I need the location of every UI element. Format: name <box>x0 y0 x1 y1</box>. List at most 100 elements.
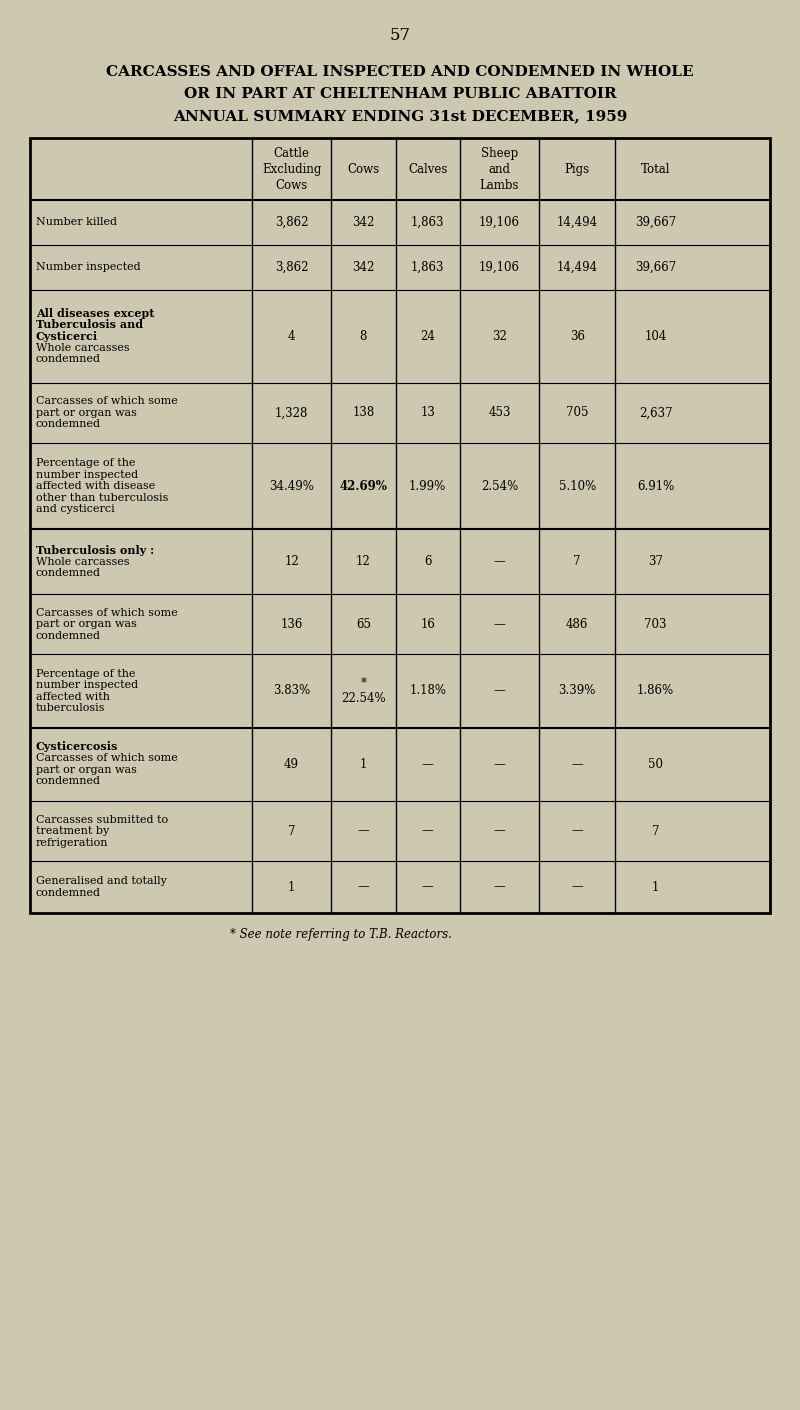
Text: 50: 50 <box>648 757 663 771</box>
Text: —: — <box>494 556 506 568</box>
Text: 16: 16 <box>420 618 435 630</box>
Text: condemned: condemned <box>36 888 101 898</box>
Text: 19,106: 19,106 <box>479 261 520 274</box>
Text: 32: 32 <box>492 330 507 343</box>
Text: tuberculosis: tuberculosis <box>36 704 106 713</box>
Text: 453: 453 <box>488 406 510 420</box>
Text: 6: 6 <box>424 556 431 568</box>
Text: Cysticerci: Cysticerci <box>36 331 98 341</box>
Text: 1.18%: 1.18% <box>410 684 446 698</box>
Text: Whole carcasses: Whole carcasses <box>36 343 130 352</box>
Text: Carcasses of which some: Carcasses of which some <box>36 396 178 406</box>
Text: 2.54%: 2.54% <box>481 479 518 492</box>
Text: 4: 4 <box>288 330 295 343</box>
Text: 7: 7 <box>574 556 581 568</box>
Text: 705: 705 <box>566 406 589 420</box>
Text: affected with disease: affected with disease <box>36 481 155 491</box>
Text: —: — <box>571 757 583 771</box>
Text: 1.86%: 1.86% <box>637 684 674 698</box>
Text: 7: 7 <box>288 825 295 838</box>
Text: 6.91%: 6.91% <box>637 479 674 492</box>
Text: 65: 65 <box>356 618 371 630</box>
Text: treatment by: treatment by <box>36 826 110 836</box>
Text: condemned: condemned <box>36 420 101 430</box>
Text: 1: 1 <box>360 757 367 771</box>
Text: Carcasses submitted to: Carcasses submitted to <box>36 815 168 825</box>
Text: number inspected: number inspected <box>36 680 138 691</box>
Text: 3.39%: 3.39% <box>558 684 596 698</box>
Text: OR IN PART AT CHELTENHAM PUBLIC ABATTOIR: OR IN PART AT CHELTENHAM PUBLIC ABATTOIR <box>184 87 616 102</box>
Text: Carcasses of which some: Carcasses of which some <box>36 608 178 618</box>
Text: 12: 12 <box>284 556 299 568</box>
Text: 1,328: 1,328 <box>275 406 308 420</box>
Text: Number inspected: Number inspected <box>36 262 141 272</box>
Text: 342: 342 <box>352 216 374 228</box>
Text: 136: 136 <box>281 618 302 630</box>
Bar <box>30 138 770 912</box>
Text: 8: 8 <box>360 330 367 343</box>
Text: Carcasses of which some: Carcasses of which some <box>36 753 178 763</box>
Text: Tuberculosis and: Tuberculosis and <box>36 319 143 330</box>
Text: 34.49%: 34.49% <box>269 479 314 492</box>
Text: affected with: affected with <box>36 692 110 702</box>
Text: condemned: condemned <box>36 354 101 364</box>
Text: Percentage of the: Percentage of the <box>36 668 135 678</box>
Text: 49: 49 <box>284 757 299 771</box>
Text: 13: 13 <box>420 406 435 420</box>
Text: 39,667: 39,667 <box>635 261 676 274</box>
Text: and cysticerci: and cysticerci <box>36 505 114 515</box>
Text: —: — <box>571 825 583 838</box>
Text: Sheep
and
Lambs: Sheep and Lambs <box>480 147 519 192</box>
Text: 1,863: 1,863 <box>411 261 445 274</box>
Text: condemned: condemned <box>36 568 101 578</box>
Text: part or organ was: part or organ was <box>36 766 137 776</box>
Text: 486: 486 <box>566 618 589 630</box>
Text: CARCASSES AND OFFAL INSPECTED AND CONDEMNED IN WHOLE: CARCASSES AND OFFAL INSPECTED AND CONDEM… <box>106 65 694 79</box>
Text: 104: 104 <box>645 330 667 343</box>
Text: 36: 36 <box>570 330 585 343</box>
Text: *
22.54%: * 22.54% <box>341 677 386 705</box>
Text: 39,667: 39,667 <box>635 216 676 228</box>
Text: Cysticercosis: Cysticercosis <box>36 742 118 753</box>
Text: 1,863: 1,863 <box>411 216 445 228</box>
Text: 703: 703 <box>645 618 667 630</box>
Text: —: — <box>358 825 370 838</box>
Text: 14,494: 14,494 <box>557 261 598 274</box>
Text: —: — <box>358 881 370 894</box>
Text: Generalised and totally: Generalised and totally <box>36 877 167 887</box>
Text: condemned: condemned <box>36 777 101 787</box>
Text: 19,106: 19,106 <box>479 216 520 228</box>
Text: 42.69%: 42.69% <box>339 479 387 492</box>
Text: part or organ was: part or organ was <box>36 407 137 417</box>
Text: condemned: condemned <box>36 630 101 640</box>
Text: 138: 138 <box>352 406 374 420</box>
Text: 3,862: 3,862 <box>275 261 308 274</box>
Text: —: — <box>422 757 434 771</box>
Text: 3.83%: 3.83% <box>273 684 310 698</box>
Text: —: — <box>494 618 506 630</box>
Text: All diseases except: All diseases except <box>36 307 154 319</box>
Text: Cows: Cows <box>347 162 379 175</box>
Text: refrigeration: refrigeration <box>36 838 109 847</box>
Text: Cattle
Excluding
Cows: Cattle Excluding Cows <box>262 147 322 192</box>
Text: —: — <box>571 881 583 894</box>
Text: —: — <box>494 825 506 838</box>
Text: —: — <box>494 684 506 698</box>
Text: —: — <box>422 825 434 838</box>
Text: * See note referring to T.B. Reactors.: * See note referring to T.B. Reactors. <box>230 928 452 942</box>
Text: 37: 37 <box>648 556 663 568</box>
Text: number inspected: number inspected <box>36 470 138 479</box>
Text: 342: 342 <box>352 261 374 274</box>
Text: Calves: Calves <box>408 162 447 175</box>
Text: ANNUAL SUMMARY ENDING 31st DECEMBER, 1959: ANNUAL SUMMARY ENDING 31st DECEMBER, 195… <box>173 109 627 123</box>
Text: 2,637: 2,637 <box>639 406 673 420</box>
Text: Whole carcasses: Whole carcasses <box>36 557 130 567</box>
Text: 1: 1 <box>288 881 295 894</box>
Text: Percentage of the: Percentage of the <box>36 458 135 468</box>
Text: 3,862: 3,862 <box>275 216 308 228</box>
Text: Number killed: Number killed <box>36 217 117 227</box>
Text: 24: 24 <box>420 330 435 343</box>
Text: 57: 57 <box>390 27 410 44</box>
Text: —: — <box>494 757 506 771</box>
Text: 1: 1 <box>652 881 659 894</box>
